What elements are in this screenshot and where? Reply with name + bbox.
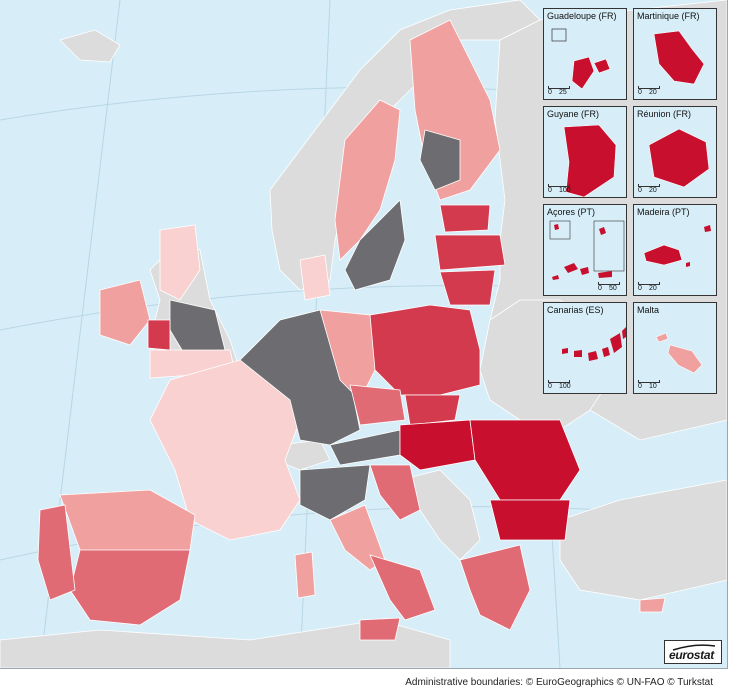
inset-map [648,128,710,188]
inset-label: Guadeloupe (FR) [547,11,617,21]
region-poland [369,304,481,396]
north-africa [0,619,451,668]
region-spain-north [59,489,196,561]
eu-regions [37,19,666,641]
logo-swoosh-icon [672,644,716,651]
region-sardinia [294,551,316,599]
scale-bar: 0 20 [638,184,664,194]
greenland-iceland [59,29,121,63]
turkey [559,479,727,601]
balkans-non-eu [399,469,481,561]
region-denmark [299,254,331,301]
inset-reunion: Réunion (FR) 0 20 [633,106,717,198]
region-ireland [99,279,151,346]
region-spain-south [69,549,191,626]
region-sicily [359,617,401,641]
inset-madeira: Madeira (PT) 0 20 [633,204,717,296]
inset-malta: Malta 0 10 [633,302,717,394]
inset-guyane: Guyane (FR) 0 100 [543,106,627,198]
inset-canarias: Canarias (ES) 0 100 [543,302,627,394]
region-portugal [37,504,76,601]
region-sweden-west [334,99,401,261]
inset-map [655,332,703,374]
inset-map [653,30,705,85]
inset-map [643,225,711,267]
eurostat-logo: eurostat [664,640,722,664]
region-greece [459,544,531,631]
map-frame: Guadeloupe (FR) 0 25 Martinique (FR) 0 2… [0,0,728,669]
region-uk-north [159,224,201,301]
region-croatia [369,464,421,521]
inset-map [562,327,626,361]
inset-acores: Açores (PT) 0 50 [543,204,627,296]
region-romania [469,419,581,501]
region-cyprus [639,597,666,613]
region-lithuania [439,269,496,306]
scale-bar: 0 100 [548,380,574,390]
logo-text: eurostat [669,648,714,662]
region-slovakia [404,394,461,426]
region-italy-north-nodata [299,464,371,521]
scale-bar: 0 50 [598,282,624,292]
region-italy-south [369,554,436,621]
region-hungary [399,419,476,471]
region-bulgaria [489,499,571,541]
region-wales [147,319,171,351]
scale-bar: 0 20 [638,282,664,292]
inset-martinique: Martinique (FR) 0 20 [633,8,717,100]
region-sweden-nodata [344,199,406,291]
inset-label: Canarias (ES) [547,305,604,315]
scale-bar: 0 10 [638,380,664,390]
region-finland-nodata [419,129,461,191]
scale-bar: 0 25 [548,86,574,96]
inset-label: Açores (PT) [547,207,596,217]
inset-label: Malta [637,305,660,315]
region-estonia [439,204,491,233]
scale-bar: 0 20 [638,86,664,96]
inset-label: Martinique (FR) [637,11,700,21]
region-czechia [349,384,406,426]
region-germany-east [319,309,381,401]
inset-map [563,124,617,197]
inset-label: Madeira (PT) [637,207,690,217]
inset-label: Réunion (FR) [637,109,692,119]
scale-bar: 0 100 [548,184,574,194]
region-latvia [434,234,506,271]
inset-label: Guyane (FR) [547,109,600,119]
inset-map [549,220,625,280]
inset-map [551,28,611,90]
inset-guadeloupe: Guadeloupe (FR) 0 25 [543,8,627,100]
copyright-credit: Administrative boundaries: © EuroGeograp… [405,677,713,688]
